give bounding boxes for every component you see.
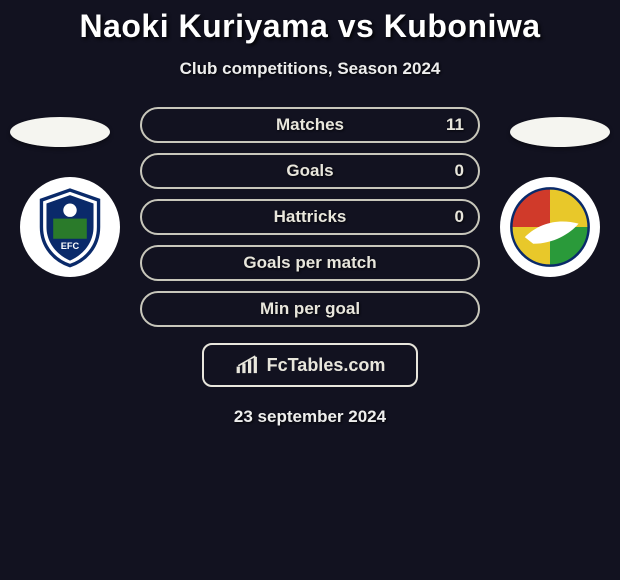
stat-row-hattricks: Hattricks 0 [140,199,480,235]
stats-rows: Matches 11 Goals 0 Hattricks 0 Goals per… [140,107,480,327]
stat-label: Matches [276,115,344,135]
stat-row-matches: Matches 11 [140,107,480,143]
right-player-marker [510,117,610,147]
stat-row-goals: Goals 0 [140,153,480,189]
site-name: FcTables.com [267,355,386,376]
stat-row-gpm: Goals per match [140,245,480,281]
right-club-crest [500,177,600,277]
page-subtitle: Club competitions, Season 2024 [0,59,620,79]
left-player-marker [10,117,110,147]
club-badge-icon [508,185,592,269]
left-club-crest: EFC [20,177,120,277]
svg-text:EFC: EFC [61,241,80,251]
stat-label: Min per goal [260,299,360,319]
stat-value: 0 [455,161,464,181]
stat-row-mpg: Min per goal [140,291,480,327]
stat-value: 0 [455,207,464,227]
stat-label: Goals [286,161,333,181]
shield-icon: EFC [28,185,112,269]
page-title: Naoki Kuriyama vs Kuboniwa [0,0,620,45]
bar-chart-icon [235,354,261,376]
site-logo[interactable]: FcTables.com [202,343,418,387]
update-date: 23 september 2024 [0,407,620,427]
content-area: EFC Matches 11 Goals 0 Hattricks [0,107,620,427]
stat-label: Hattricks [274,207,347,227]
stat-value: 11 [446,115,464,135]
stat-label: Goals per match [243,253,376,273]
comparison-card: Naoki Kuriyama vs Kuboniwa Club competit… [0,0,620,580]
